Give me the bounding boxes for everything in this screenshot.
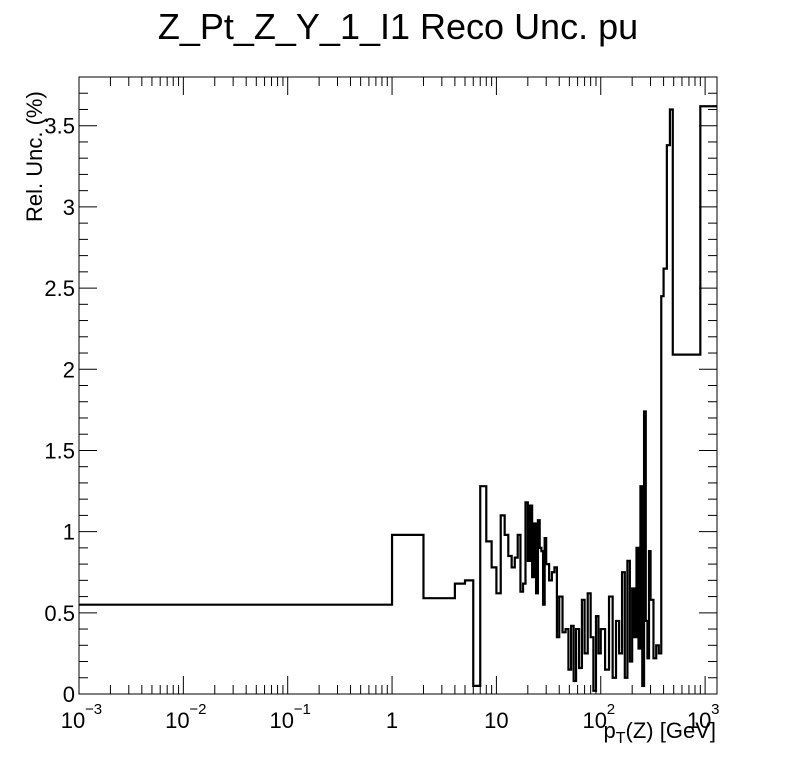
x-tick-label-base: 10 [687, 708, 711, 733]
x-tick-label: 10 3 [687, 701, 720, 733]
x-tick-label-exponent: −3 [85, 701, 102, 718]
x-tick-label: 10 2 [583, 701, 616, 733]
x-tick-label: 10 −1 [269, 701, 310, 733]
x-tick-label-exponent: 2 [607, 701, 615, 718]
y-tick-label: 2.5 [44, 276, 75, 301]
x-axis-label-sub: T [615, 730, 626, 747]
x-tick-label: 10 −3 [61, 701, 102, 733]
y-axis-label: Rel. Unc. (%) [22, 91, 47, 222]
y-tick-label: 0 [63, 682, 75, 707]
x-axis-label-main: p [603, 718, 616, 743]
series-line [79, 105, 717, 692]
chart-title: Z_Pt_Z_Y_1_I1 Reco Unc. pu [157, 6, 639, 47]
y-tick-label: 3.5 [44, 114, 75, 139]
x-tick-label-exponent: −1 [294, 701, 311, 718]
x-axis [78, 77, 706, 694]
x-tick-label-base: 10 [165, 708, 189, 733]
y-tick-label: 3 [63, 195, 75, 220]
x-tick-label-exponent: −2 [189, 701, 206, 718]
x-tick-label-base: 10 [61, 708, 85, 733]
y-tick-label: 1.5 [44, 438, 75, 463]
y-axis: 0 0.5 1 1.5 2 2.5 3 3.5 [44, 76, 717, 707]
x-axis-label-rest: (Z) [GeV] [625, 718, 716, 743]
y-tick-label: 0.5 [44, 601, 75, 626]
x-tick-label-base: 1 [386, 708, 398, 733]
x-tick-label: 10 [484, 708, 508, 733]
x-tick-label-base: 10 [583, 708, 607, 733]
x-tick-label-base: 10 [484, 708, 508, 733]
y-tick-label: 1 [63, 520, 75, 545]
x-tick-label: 10 −2 [165, 701, 206, 733]
x-tick-label-exponent: 3 [711, 701, 719, 718]
x-axis-label: pT(Z) [GeV] [604, 718, 716, 748]
x-tick-label-base: 10 [269, 708, 293, 733]
x-tick-label: 1 [386, 708, 398, 733]
x-tick-labels: 10 −3 10 −2 10 −1 1 10 10 2 10 3 [61, 701, 720, 733]
y-tick-label: 2 [63, 357, 75, 382]
